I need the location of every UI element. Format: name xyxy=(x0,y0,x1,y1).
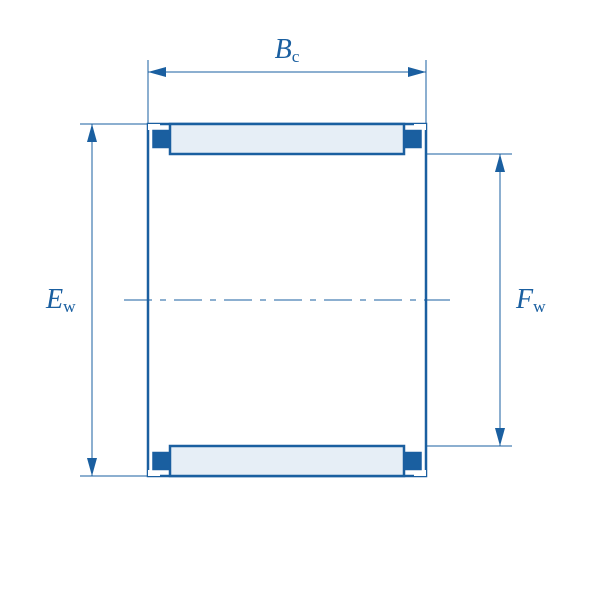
roller-cap-left-top xyxy=(153,131,170,148)
label-bc: Bc xyxy=(275,34,300,66)
roller-top xyxy=(170,124,404,154)
roller-bottom xyxy=(170,446,404,476)
label-ew: Ew xyxy=(45,284,76,316)
roller-cap-right-bottom xyxy=(404,453,421,470)
roller-cap-left-bottom xyxy=(153,453,170,470)
bearing-diagram: Bc Ew Fw xyxy=(0,0,600,600)
label-fw: Fw xyxy=(515,284,546,316)
roller-cap-right-top xyxy=(404,131,421,148)
